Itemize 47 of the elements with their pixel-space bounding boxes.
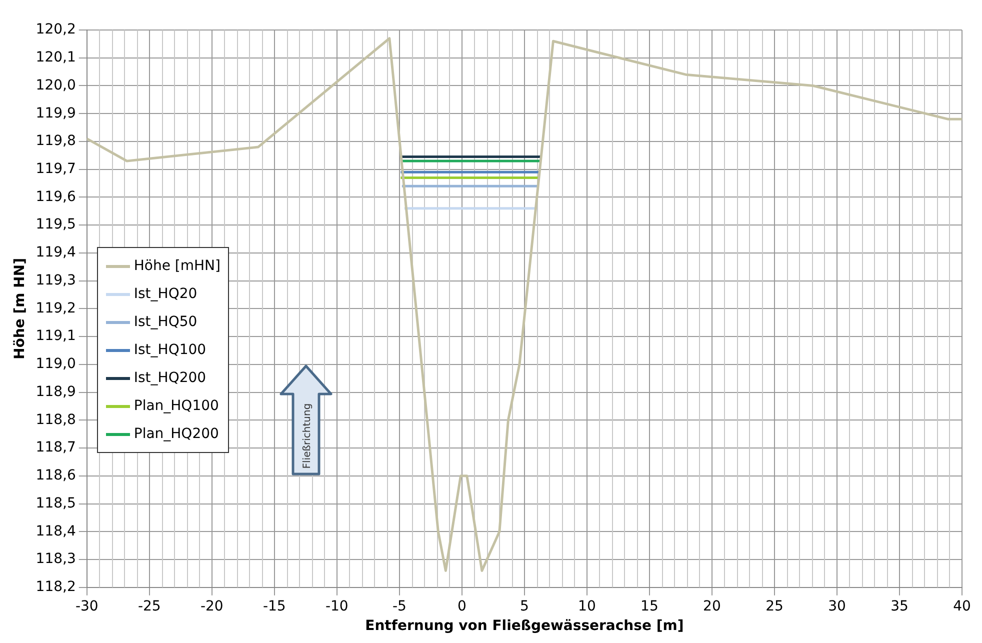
y-tick-label: 118,2: [36, 579, 76, 596]
y-tick-label: 118,9: [36, 384, 76, 400]
y-tick-label: 120,0: [36, 77, 76, 94]
x-tick-label: 35: [890, 598, 908, 614]
legend-label: Ist_HQ50: [134, 313, 198, 332]
y-tick-label: 118,8: [36, 412, 76, 428]
x-tick-label: 5: [520, 598, 529, 614]
y-tick-label: 119,5: [36, 216, 76, 233]
y-tick-label: 118,3: [36, 551, 76, 568]
legend-label: Plan_HQ100: [134, 397, 219, 416]
y-tick-label: 120,1: [36, 50, 76, 66]
x-tick-label: 15: [640, 598, 658, 614]
y-axis-title: Höhe [m HN]: [12, 258, 28, 360]
y-tick-label: 118,6: [36, 468, 76, 484]
y-tick-label: 119,2: [36, 300, 76, 316]
y-tick-label: 119,9: [36, 105, 76, 122]
y-tick-label: 120,2: [36, 22, 76, 38]
x-tick-label: 20: [703, 598, 721, 614]
y-tick-label: 119,8: [36, 133, 76, 150]
x-tick-label: 10: [578, 598, 596, 614]
legend-label: Höhe [mHN]: [134, 257, 220, 276]
x-tick-label: -15: [262, 598, 286, 614]
y-tick-label: 119,4: [36, 244, 76, 261]
y-tick-label: 118,7: [36, 440, 76, 456]
y-tick-label: 119,3: [36, 272, 76, 288]
legend-label: Plan_HQ200: [134, 425, 219, 444]
x-tick-label: -5: [392, 598, 406, 614]
y-tick-label: 119,6: [36, 188, 76, 205]
x-tick-label: -30: [75, 598, 98, 614]
annotation: Fließrichtung: [302, 403, 313, 469]
y-tick-label: 118,5: [36, 495, 76, 512]
x-tick-label: -10: [325, 598, 348, 614]
x-tick-label: 0: [457, 598, 466, 614]
y-tick-label: 118,4: [36, 523, 76, 540]
arrow-icon: Fließrichtung: [278, 364, 333, 476]
y-tick-label: 119,0: [36, 356, 76, 372]
x-tick-label: 40: [953, 598, 971, 614]
x-tick-label: -20: [200, 598, 224, 614]
x-tick-label: -25: [138, 598, 161, 614]
y-tick-label: 119,7: [36, 160, 76, 177]
legend-label: Ist_HQ20: [134, 285, 198, 304]
x-axis-title: Entfernung von Fließgewässerachse [m]: [365, 618, 684, 634]
y-tick-label: 119,1: [36, 328, 76, 344]
legend-label: Ist_HQ200: [134, 369, 206, 388]
x-tick-label: 30: [828, 598, 846, 614]
x-tick-label: 25: [766, 598, 784, 614]
legend-label: Ist_HQ100: [134, 341, 206, 360]
